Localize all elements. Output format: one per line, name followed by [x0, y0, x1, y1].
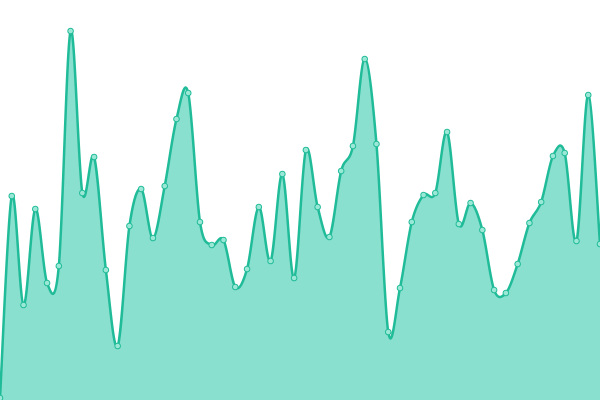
point — [126, 222, 133, 230]
point — [349, 142, 357, 150]
point — [184, 89, 192, 97]
point — [561, 149, 569, 157]
point — [596, 240, 600, 248]
point — [220, 236, 227, 244]
point — [149, 234, 157, 242]
point — [173, 115, 180, 123]
point — [114, 342, 121, 350]
point — [361, 55, 369, 63]
point — [20, 301, 27, 309]
point — [290, 274, 298, 282]
point — [443, 128, 451, 136]
point — [549, 152, 557, 160]
point — [196, 218, 204, 226]
point — [67, 27, 74, 35]
point — [431, 189, 439, 197]
point — [43, 279, 51, 287]
point — [420, 191, 427, 199]
point — [537, 198, 545, 206]
point — [0, 394, 4, 400]
point — [384, 328, 392, 336]
point — [502, 289, 510, 297]
point — [161, 182, 169, 190]
point — [31, 205, 39, 213]
point — [231, 283, 239, 291]
point — [314, 203, 321, 211]
point — [255, 203, 263, 211]
point — [337, 167, 345, 175]
point — [302, 146, 310, 154]
point — [373, 140, 380, 148]
point — [455, 220, 463, 228]
point — [79, 189, 86, 197]
point — [137, 185, 145, 193]
point — [408, 218, 416, 226]
point — [514, 260, 521, 268]
area-fill — [0, 30, 600, 400]
point — [573, 237, 580, 245]
point — [584, 91, 592, 99]
point — [90, 153, 98, 161]
point — [267, 257, 274, 265]
point — [526, 219, 533, 227]
point — [490, 286, 498, 294]
point — [8, 192, 16, 200]
point — [479, 226, 486, 234]
point — [279, 170, 286, 178]
point — [326, 233, 333, 241]
point — [208, 241, 216, 249]
point — [102, 266, 110, 274]
point — [396, 284, 404, 292]
point — [467, 199, 474, 207]
point — [55, 262, 63, 270]
point — [243, 265, 251, 273]
